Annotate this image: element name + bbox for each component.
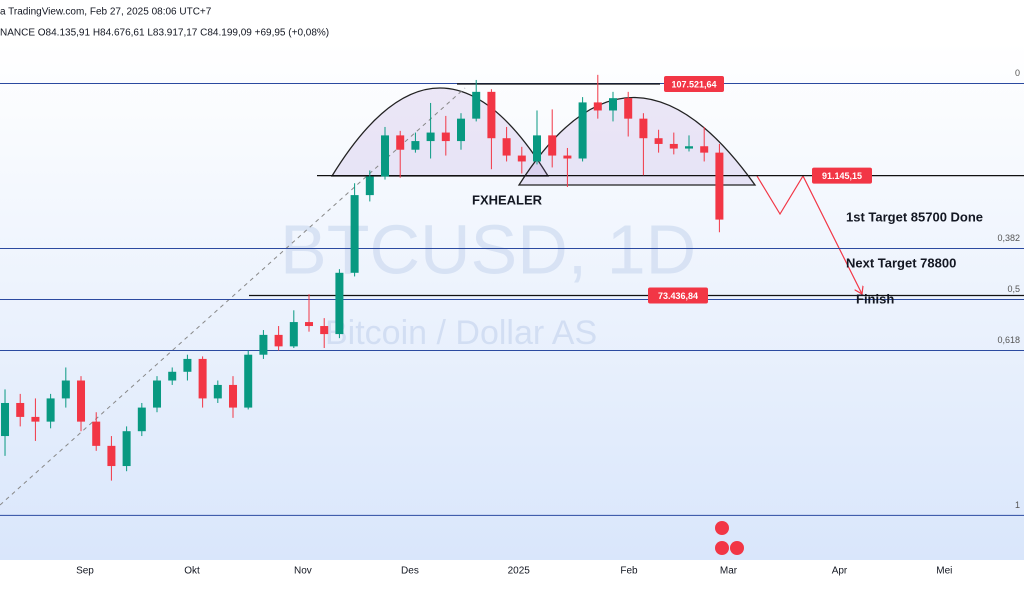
- fib-label: 0: [1015, 68, 1020, 78]
- candle-body: [198, 358, 207, 399]
- candle-body: [107, 445, 116, 467]
- candle-body: [396, 135, 405, 150]
- watermark: BTCUSD, 1D: [280, 210, 696, 288]
- candle-body: [92, 421, 101, 446]
- candle-body: [365, 176, 374, 196]
- candle-body: [669, 143, 678, 149]
- candle-body: [639, 118, 648, 139]
- candle-body: [426, 132, 435, 142]
- candle-body: [229, 384, 238, 408]
- x-tick-label: Okt: [184, 566, 200, 577]
- candle-body: [563, 155, 572, 159]
- x-tick-label: Mei: [936, 566, 952, 577]
- candle-body: [183, 358, 192, 372]
- price-badge-label: 91.145,15: [822, 171, 862, 181]
- fib-label: 0,5: [1007, 284, 1020, 294]
- candle-body: [684, 146, 693, 149]
- candle-body: [457, 118, 466, 142]
- pattern-label: FXHEALER: [472, 192, 543, 207]
- candle-body: [259, 334, 268, 355]
- candle-body: [153, 380, 162, 408]
- event-icon: [715, 541, 729, 555]
- candle-body: [46, 398, 55, 422]
- finish-label: Finish: [856, 291, 894, 306]
- candle-body: [441, 132, 450, 142]
- candle-body: [244, 354, 253, 408]
- candle-body: [350, 195, 359, 273]
- price-badge: [648, 287, 708, 304]
- candle-body: [77, 380, 86, 422]
- projection-path: [756, 174, 862, 294]
- candle-body: [715, 152, 724, 220]
- candle-body: [122, 431, 131, 467]
- candle-body: [381, 135, 390, 177]
- price-badge: [664, 75, 724, 92]
- header-ohlc: NANCE O84.135,91 H84.676,61 L83.917,17 C…: [0, 28, 329, 39]
- candle-body: [16, 402, 25, 417]
- x-tick-label: Sep: [76, 566, 94, 577]
- candle-body: [1, 402, 10, 437]
- candle-body: [335, 272, 344, 335]
- candle-body: [274, 334, 283, 347]
- candle-body: [700, 146, 709, 153]
- candle-body: [654, 138, 663, 144]
- event-icon: [730, 541, 744, 555]
- x-tick-label: Apr: [832, 566, 848, 577]
- price-badge-label: 107.521,64: [671, 79, 716, 89]
- candle-body: [533, 135, 542, 162]
- x-tick-label: 2025: [508, 566, 531, 577]
- candle-body: [305, 322, 314, 327]
- candle-body: [593, 102, 602, 111]
- candle-body: [61, 380, 70, 399]
- candle-body: [487, 91, 496, 139]
- event-icon: [715, 521, 729, 535]
- candle-body: [137, 407, 146, 432]
- candle-body: [624, 98, 633, 119]
- price-badge: [812, 167, 872, 184]
- header-source: a TradingView.com, Feb 27, 2025 08:06 UT…: [0, 7, 212, 18]
- x-tick-label: Des: [401, 566, 419, 577]
- candle-body: [472, 91, 481, 119]
- candle-body: [320, 326, 329, 335]
- fib-label: 0,618: [997, 335, 1020, 345]
- candle-body: [548, 135, 557, 156]
- fib-label: 1: [1015, 500, 1020, 510]
- candle-body: [609, 98, 618, 111]
- watermark-sub: Bitcoin / Dollar AS: [325, 314, 597, 352]
- fib-label: 0,382: [997, 233, 1020, 243]
- candle-body: [578, 102, 587, 159]
- target-1: 1st Target 85700 Done: [846, 209, 983, 224]
- candle-body: [502, 138, 511, 156]
- candle-body: [289, 322, 298, 347]
- x-tick-label: Feb: [620, 566, 638, 577]
- x-tick-label: Mar: [720, 566, 738, 577]
- candle-body: [213, 384, 222, 399]
- candle-body: [168, 371, 177, 381]
- target-2: Next Target 78800: [846, 255, 956, 270]
- candle-body: [31, 416, 40, 422]
- price-badge-label: 73.436,84: [658, 291, 698, 301]
- x-tick-label: Nov: [294, 566, 312, 577]
- candle-body: [517, 155, 526, 162]
- candle-body: [411, 141, 420, 150]
- plot-background: [0, 42, 1024, 560]
